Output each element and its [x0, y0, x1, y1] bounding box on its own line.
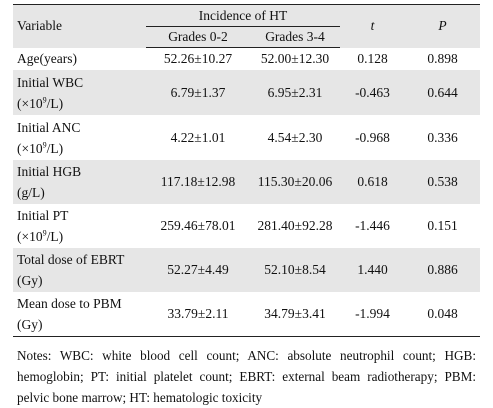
table-row: Mean dose to PBM (Gy) 33.79±2.11 34.79±3…	[13, 292, 480, 337]
unit-prefix: (×10	[17, 229, 43, 244]
row-label: Initial PT (×109/L)	[13, 204, 146, 248]
cell-p: 0.644	[405, 70, 480, 115]
cell-grade-high: 4.54±2.30	[267, 129, 323, 145]
row-label-line2: (g/L)	[17, 185, 45, 200]
cell-grade-high: 115.30±20.06	[250, 160, 340, 204]
cell-grade-high: 6.95±2.31	[250, 70, 340, 115]
cell-p: 0.538	[405, 160, 480, 204]
row-label: Age(years)	[13, 48, 146, 71]
cell-grade-high: 34.79±3.41	[250, 292, 340, 337]
cell-grade-low: 117.18±12.98	[146, 160, 250, 204]
cell-t: 0.618	[340, 160, 405, 204]
cell-grade-high: 281.40±92.28	[257, 218, 333, 233]
cell-p: 0.898	[427, 50, 458, 66]
cell-grade-high: 52.00±12.30	[260, 51, 330, 66]
table-figure: Variable Incidence of HT t P Grades 0-2 …	[13, 4, 480, 408]
row-label: Total dose of EBRT (Gy)	[13, 248, 146, 292]
unit-exponent: 9	[42, 95, 47, 104]
row-label: Initial WBC (×109/L)	[13, 70, 146, 115]
cell-grade-high: 52.10±8.54	[250, 248, 340, 292]
cell-grade-low: 4.22±1.01	[170, 129, 226, 145]
unit-suffix: /L)	[46, 140, 64, 156]
cell-t: -1.994	[340, 292, 405, 337]
header-grade-low: Grades 0-2	[146, 26, 250, 48]
row-label: Mean dose to PBM (Gy)	[13, 292, 146, 337]
table-row: Initial PT (×109/L) 259.46±78.01 281.40±…	[13, 204, 480, 248]
table-notes: Notes: WBC: white blood cell count; ANC:…	[17, 348, 476, 405]
row-label-line2: (×109/L)	[17, 138, 146, 159]
header-row: Variable Incidence of HT t P	[13, 4, 480, 48]
row-label-line2: (Gy)	[17, 273, 43, 288]
results-table: Variable Incidence of HT t P Grades 0-2 …	[13, 4, 480, 337]
cell-grade-low: 33.79±2.11	[146, 292, 250, 337]
cell-p: 0.336	[427, 129, 458, 145]
cell-grade-low: 52.27±4.49	[146, 248, 250, 292]
cell-grade-low: 259.46±78.01	[160, 218, 236, 233]
table-row: Total dose of EBRT (Gy) 52.27±4.49 52.10…	[13, 248, 480, 292]
cell-grade-low: 6.79±1.37	[146, 70, 250, 115]
header-p: P	[405, 4, 480, 48]
header-t: t	[340, 4, 405, 48]
unit-suffix: /L)	[46, 229, 64, 244]
table-row: Initial ANC (×109/L) 4.22±1.01 4.54±2.30…	[13, 115, 480, 160]
cell-t: -0.463	[340, 70, 405, 115]
row-label-line1: Total dose of EBRT	[17, 252, 125, 267]
table-row: Initial WBC (×109/L) 6.79±1.37 6.95±2.31…	[13, 70, 480, 115]
row-label-line1: Initial HGB	[17, 164, 82, 179]
unit-exponent: 9	[42, 228, 47, 238]
cell-t: -1.446	[355, 218, 390, 233]
row-label-line1: Initial PT	[17, 208, 69, 223]
row-label-line1: Initial WBC	[17, 74, 84, 90]
header-group: Incidence of HT	[146, 4, 340, 27]
row-label-line2: (×109/L)	[17, 93, 146, 114]
row-label-line2: (Gy)	[17, 317, 43, 332]
subheader-row: Grades 0-2 Grades 3-4	[13, 26, 480, 48]
row-label: Initial ANC (×109/L)	[13, 115, 146, 160]
row-label-line2: (×109/L)	[17, 226, 146, 247]
cell-t: 0.128	[357, 50, 388, 66]
unit-prefix: (×10	[17, 140, 43, 156]
header-grade-high: Grades 3-4	[250, 26, 340, 48]
cell-p: 0.886	[405, 248, 480, 292]
cell-p: 0.048	[405, 292, 480, 337]
cell-p: 0.151	[427, 218, 458, 233]
table-row: Age(years) 52.26±10.27 52.00±12.30 0.128…	[13, 48, 480, 71]
cell-t: 1.440	[340, 248, 405, 292]
unit-exponent: 9	[42, 140, 47, 149]
row-label: Initial HGB (g/L)	[13, 160, 146, 204]
unit-prefix: (×10	[17, 95, 43, 111]
row-label-line1: Mean dose to PBM	[17, 296, 122, 311]
table-row: Initial HGB (g/L) 117.18±12.98 115.30±20…	[13, 160, 480, 204]
unit-suffix: /L)	[46, 95, 64, 111]
cell-grade-low: 52.26±10.27	[163, 51, 233, 66]
row-label-line1: Age(years)	[17, 50, 77, 66]
header-variable: Variable	[13, 4, 146, 48]
cell-t: -0.968	[355, 129, 390, 145]
row-label-line1: Initial ANC	[17, 119, 81, 135]
